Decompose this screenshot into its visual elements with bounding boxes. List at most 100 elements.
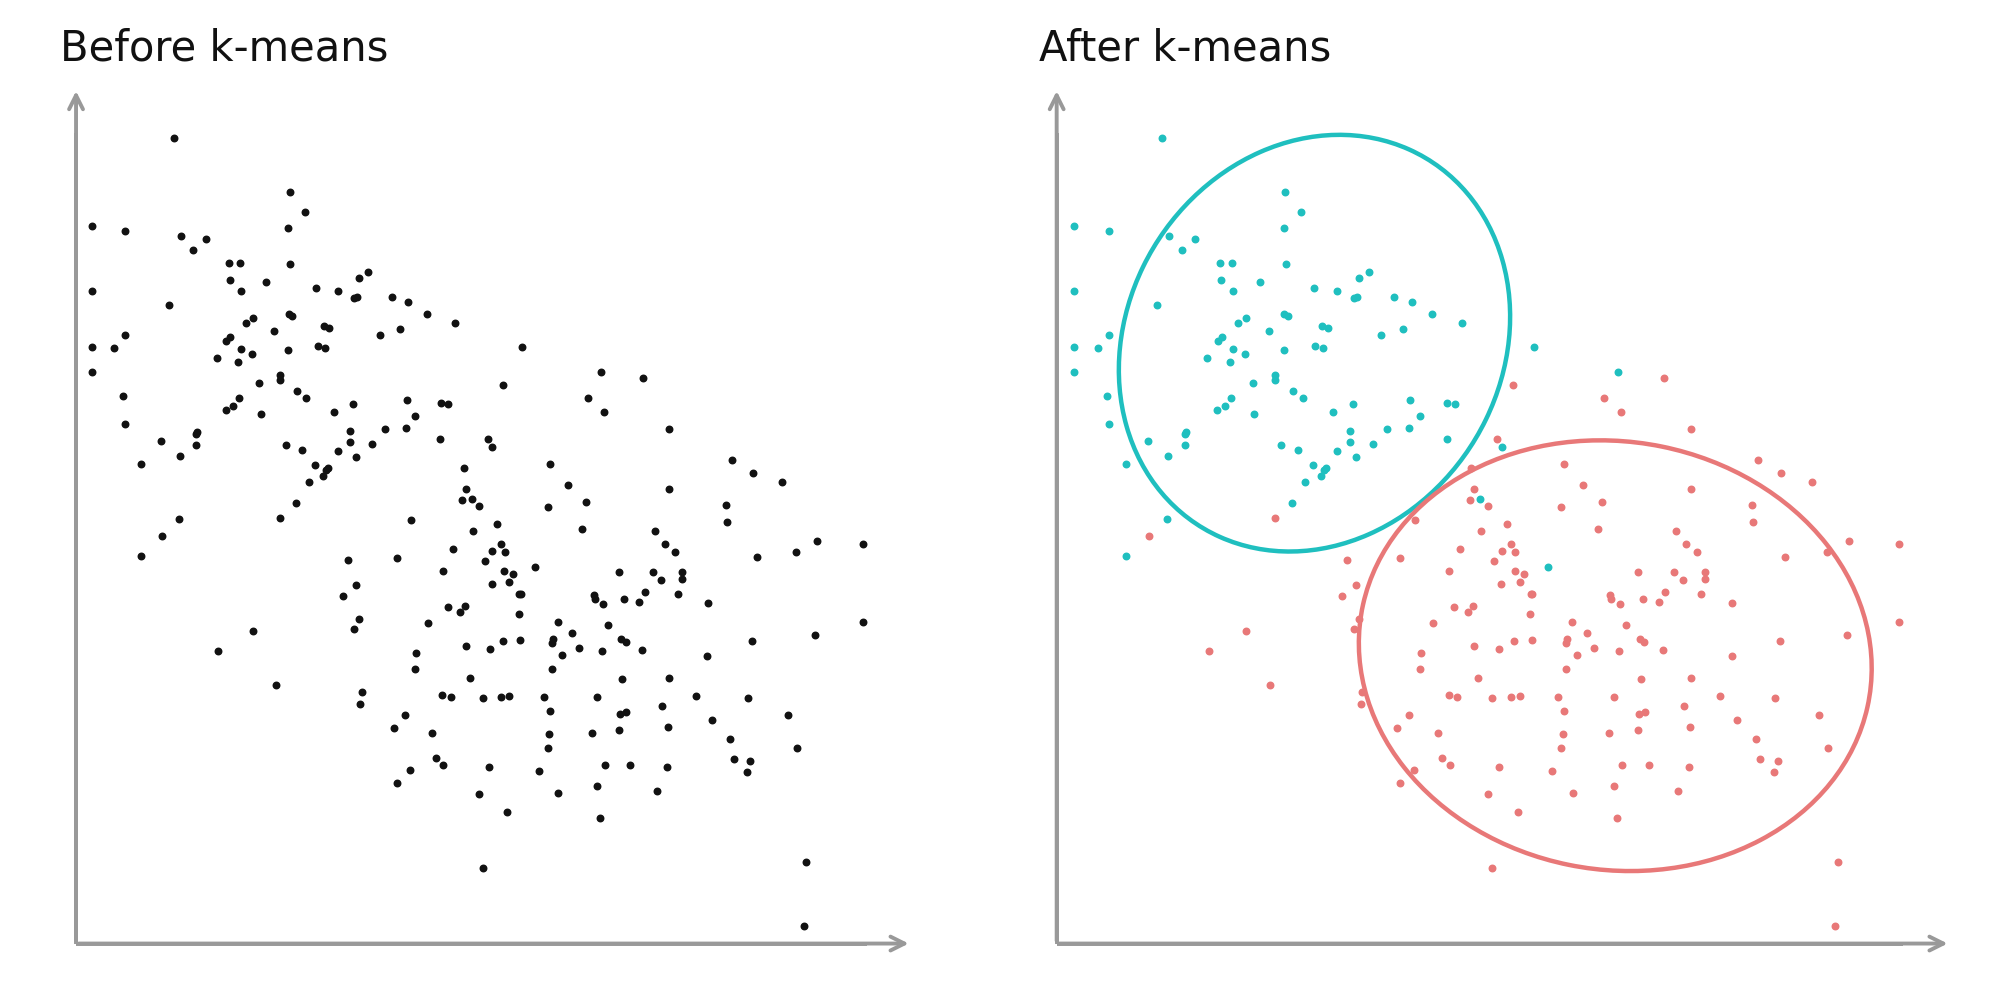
- Point: [1433, 563, 1465, 579]
- Point: [214, 255, 246, 271]
- Point: [1377, 289, 1409, 305]
- Point: [1832, 533, 1864, 549]
- Point: [713, 731, 745, 747]
- Point: [541, 614, 573, 630]
- Point: [1656, 564, 1688, 580]
- Point: [272, 342, 304, 358]
- Point: [390, 707, 422, 723]
- Point: [260, 677, 292, 693]
- Point: [1600, 364, 1632, 380]
- Point: [1441, 689, 1473, 705]
- Point: [1299, 338, 1331, 354]
- Point: [1734, 497, 1766, 513]
- Point: [551, 477, 583, 493]
- Point: [488, 563, 519, 579]
- Point: [571, 390, 603, 406]
- Point: [1596, 778, 1628, 794]
- Point: [1307, 340, 1339, 356]
- Point: [577, 587, 609, 603]
- Text: Before k-means: Before k-means: [60, 28, 388, 70]
- Point: [1281, 442, 1313, 458]
- Point: [1830, 627, 1862, 643]
- Point: [1205, 272, 1237, 288]
- Point: [1393, 420, 1425, 436]
- Point: [1229, 310, 1261, 326]
- Point: [1297, 280, 1329, 296]
- Point: [288, 204, 320, 220]
- Point: [1431, 395, 1463, 411]
- Point: [238, 623, 270, 639]
- Point: [244, 375, 276, 391]
- Point: [535, 635, 567, 651]
- Point: [1289, 474, 1321, 490]
- Point: [164, 448, 196, 464]
- Point: [1179, 231, 1211, 247]
- Point: [1331, 552, 1363, 568]
- Point: [735, 633, 767, 649]
- Point: [400, 645, 432, 661]
- Point: [1269, 256, 1301, 272]
- Point: [1550, 631, 1582, 647]
- Point: [1201, 333, 1233, 349]
- Point: [1267, 220, 1299, 236]
- Point: [464, 786, 496, 802]
- Point: [1516, 339, 1548, 355]
- Point: [731, 690, 763, 706]
- Point: [781, 740, 813, 756]
- Point: [1768, 549, 1800, 565]
- Point: [486, 536, 517, 552]
- Point: [126, 548, 158, 564]
- Point: [1371, 421, 1403, 437]
- Point: [695, 712, 727, 728]
- Point: [426, 687, 458, 703]
- Point: [308, 318, 340, 334]
- Point: [180, 424, 212, 440]
- Point: [426, 395, 458, 411]
- Point: [575, 725, 607, 741]
- Point: [661, 586, 693, 602]
- Point: [1457, 638, 1489, 654]
- Point: [166, 228, 198, 244]
- Point: [1620, 564, 1652, 580]
- Point: [1445, 315, 1477, 331]
- Point: [378, 720, 410, 736]
- Point: [623, 594, 655, 610]
- Point: [300, 457, 332, 473]
- Point: [332, 552, 364, 568]
- Point: [1554, 614, 1586, 630]
- Point: [244, 406, 276, 422]
- Point: [519, 559, 551, 575]
- Point: [1297, 457, 1329, 473]
- Point: [1662, 783, 1694, 799]
- Point: [717, 751, 749, 767]
- Point: [1600, 810, 1632, 826]
- Point: [344, 696, 376, 712]
- Point: [180, 426, 212, 442]
- Point: [1443, 541, 1475, 557]
- Point: [1169, 424, 1201, 440]
- Point: [1594, 591, 1626, 607]
- Point: [1221, 315, 1253, 331]
- Point: [456, 491, 488, 507]
- Point: [1544, 740, 1576, 756]
- Point: [1508, 566, 1540, 582]
- Point: [679, 688, 711, 704]
- Point: [847, 614, 879, 630]
- Point: [1309, 462, 1341, 478]
- Point: [1269, 306, 1301, 322]
- Point: [1229, 346, 1261, 362]
- Point: [1109, 456, 1141, 472]
- Point: [1479, 553, 1510, 569]
- Point: [581, 778, 613, 794]
- Point: [1165, 242, 1197, 258]
- Point: [1271, 308, 1303, 324]
- Point: [1608, 617, 1640, 633]
- Point: [1622, 706, 1654, 722]
- Point: [1205, 329, 1237, 345]
- Point: [629, 584, 661, 600]
- Point: [1237, 406, 1269, 422]
- Point: [154, 297, 186, 313]
- Point: [1213, 354, 1245, 370]
- Point: [1463, 491, 1495, 507]
- Point: [625, 642, 657, 658]
